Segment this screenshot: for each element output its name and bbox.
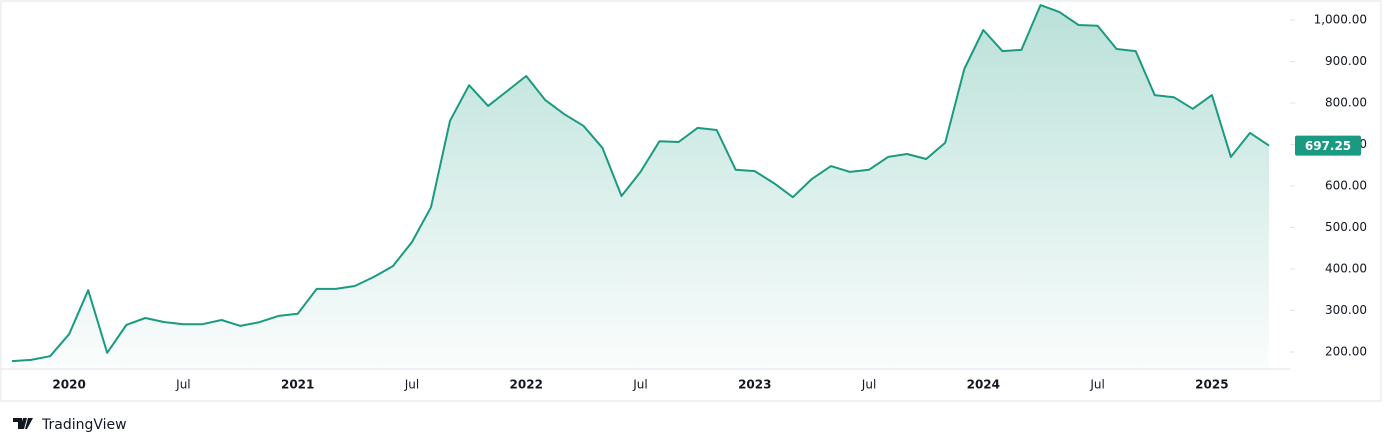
- area-fill: [12, 5, 1269, 369]
- y-tick-label: 900.00: [1325, 54, 1367, 68]
- y-tick-label: 300.00: [1325, 303, 1367, 317]
- y-tick-label: 200.00: [1325, 345, 1367, 359]
- x-tick-label: Jul: [175, 378, 190, 392]
- y-tick-label: 800.00: [1325, 96, 1367, 110]
- x-tick-label: Jul: [632, 378, 647, 392]
- logo: TradingView: [13, 417, 127, 433]
- y-tick-label: 600.00: [1325, 179, 1367, 193]
- x-tick-label: Jul: [404, 378, 419, 392]
- watermark: TradingView: [41, 417, 127, 433]
- last-price-label: 697.25: [1305, 139, 1351, 153]
- x-tick-label: 2025: [1195, 378, 1228, 392]
- x-tick-label: 2022: [510, 378, 543, 392]
- price-line: [11, 4, 1270, 363]
- chart-frame: [0, 0, 1382, 402]
- x-tick-label: 2021: [281, 378, 314, 392]
- x-tick-label: Jul: [1089, 378, 1104, 392]
- y-tick-label: 500.00: [1325, 220, 1367, 234]
- x-tick-label: 2023: [738, 378, 771, 392]
- y-tick-label: 400.00: [1325, 262, 1367, 276]
- x-tick-label: Jul: [861, 378, 876, 392]
- x-tick-label: 2024: [967, 378, 1000, 392]
- last-price-badge: [1295, 135, 1361, 156]
- x-tick-label: 2020: [52, 378, 85, 392]
- y-tick-label: 1,000.00: [1314, 13, 1367, 27]
